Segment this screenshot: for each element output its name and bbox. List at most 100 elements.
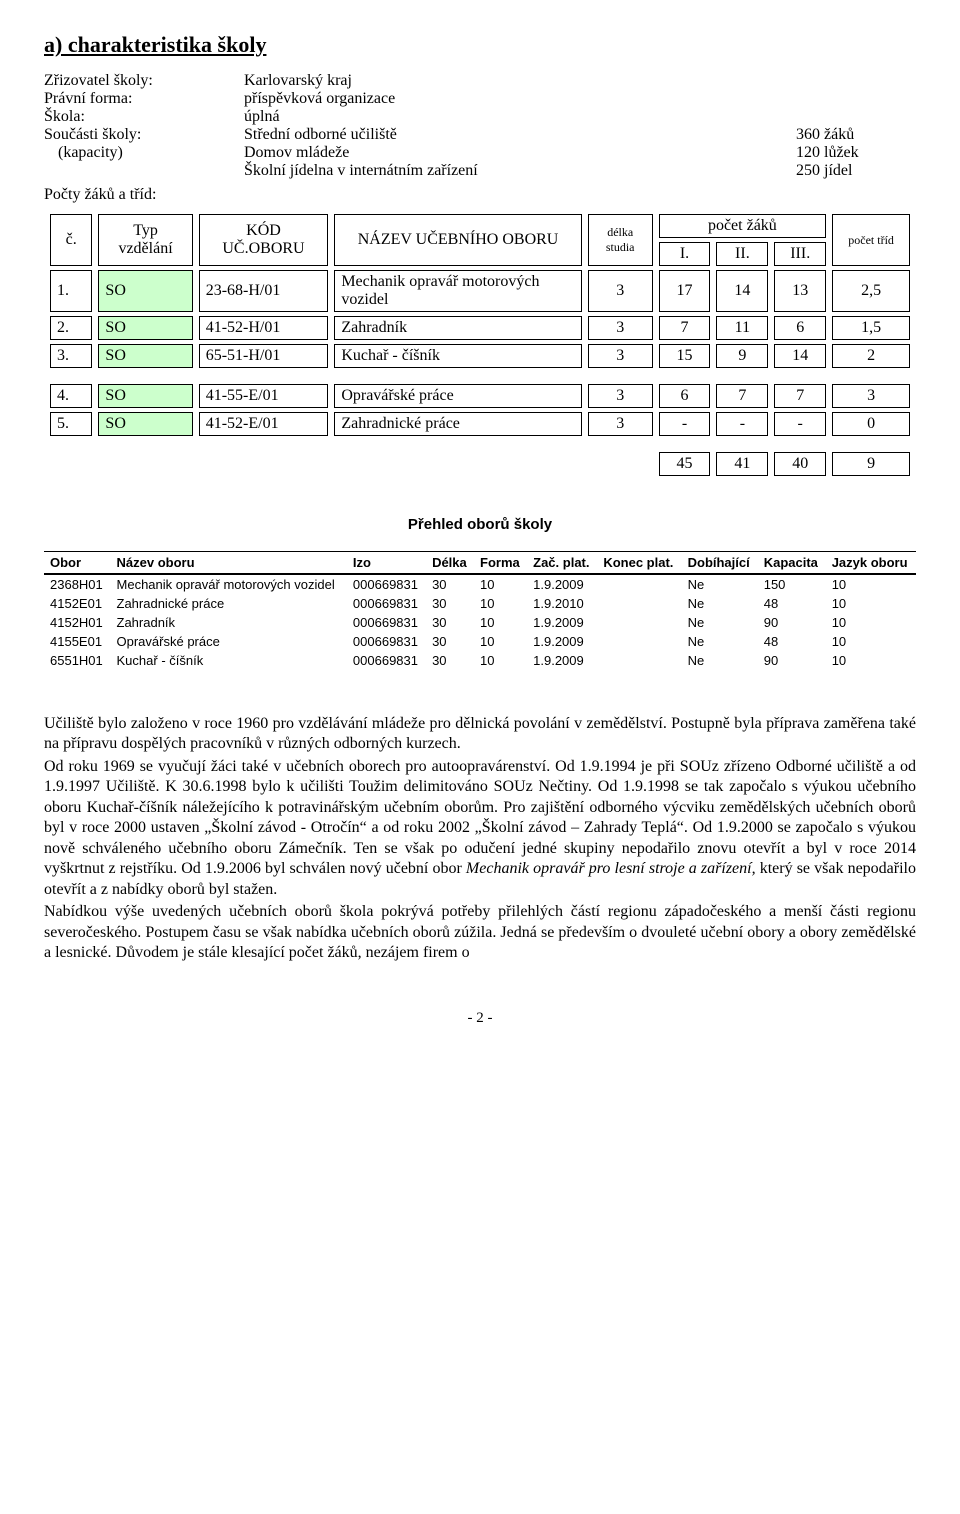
info-label: Právní forma: [44, 90, 244, 108]
ov-cell: Ne [682, 574, 758, 594]
ov-th: Konec plat. [597, 552, 681, 575]
td-kod: 23-68-H/01 [199, 270, 329, 312]
td-num: 2. [50, 316, 92, 340]
overview-head-row: OborNázev oboruIzoDélkaFormaZač. plat.Ko… [44, 552, 916, 575]
td-typ: SO [98, 316, 192, 340]
ov-cell: Zahradnické práce [111, 594, 347, 613]
blank-cell [334, 452, 581, 476]
td-c2: 14 [716, 270, 768, 312]
td-c2: 7 [716, 384, 768, 408]
td-kod: 41-52-H/01 [199, 316, 329, 340]
table-row: 5.SO41-52-E/01Zahradnické práce3---0 [50, 412, 910, 436]
ov-cell: 1.9.2009 [527, 632, 597, 651]
ov-cell: 30 [426, 613, 474, 632]
info-qty: 360 žáků [796, 126, 916, 144]
info-label: (kapacity) [44, 144, 244, 162]
ov-cell: Mechanik opravář motorových vozidel [111, 574, 347, 594]
td-dur: 3 [588, 384, 653, 408]
ov-cell: 90 [758, 651, 826, 670]
td-trid: 1,5 [832, 316, 910, 340]
table-row: 1.SO23-68-H/01Mechanik opravář motorovýc… [50, 270, 910, 312]
blank-cell [199, 452, 329, 476]
ov-cell: 4155E01 [44, 632, 111, 651]
ov-th: Obor [44, 552, 111, 575]
th-kod: KÓD UČ.OBORU [199, 214, 329, 266]
info-label: Součásti školy: [44, 126, 244, 144]
ov-cell: 10 [826, 594, 916, 613]
ov-row: 4152H01Zahradník00066983130101.9.2009Ne9… [44, 613, 916, 632]
td-trid: 0 [832, 412, 910, 436]
overview-heading: Přehled oborů školy [44, 516, 916, 533]
ov-cell: 10 [826, 632, 916, 651]
blank-cell [50, 452, 92, 476]
ov-cell: 000669831 [347, 651, 426, 670]
ov-cell: 4152E01 [44, 594, 111, 613]
total-c2: 41 [716, 452, 768, 476]
info-value: Domov mládeže [244, 144, 796, 162]
info-label: Škola: [44, 108, 244, 126]
info-row: Škola:úplná [44, 108, 916, 126]
td-kod: 65-51-H/01 [199, 344, 329, 368]
td-c2: 11 [716, 316, 768, 340]
total-c3: 40 [774, 452, 826, 476]
td-trid: 2 [832, 344, 910, 368]
ov-cell: 1.9.2010 [527, 594, 597, 613]
td-naz: Zahradnické práce [334, 412, 581, 436]
ov-cell: 30 [426, 632, 474, 651]
info-qty [796, 108, 916, 126]
ov-cell: 10 [474, 613, 527, 632]
th-cnt-2: II. [716, 242, 768, 266]
school-info-block: Zřizovatel školy:Karlovarský krajPrávní … [44, 72, 916, 180]
td-naz: Kuchař - číšník [334, 344, 581, 368]
ov-cell: 10 [474, 594, 527, 613]
ov-cell: Zahradník [111, 613, 347, 632]
ov-cell: 10 [826, 651, 916, 670]
ov-cell: 000669831 [347, 594, 426, 613]
td-c3: - [774, 412, 826, 436]
programs-table-body: 1.SO23-68-H/01Mechanik opravář motorovýc… [50, 270, 910, 476]
ov-cell: 48 [758, 594, 826, 613]
ov-th: Dobíhající [682, 552, 758, 575]
td-typ: SO [98, 384, 192, 408]
body-text: Učiliště bylo založeno v roce 1960 pro v… [44, 714, 916, 964]
ov-row: 4155E01Opravářské práce00066983130101.9.… [44, 632, 916, 651]
programs-table-head: č. Typ vzdělání KÓD UČ.OBORU NÁZEV UČEBN… [50, 214, 910, 266]
td-c2: - [716, 412, 768, 436]
th-cnt: počet žáků [659, 214, 827, 238]
th-cnt-3: III. [774, 242, 826, 266]
ov-cell [597, 632, 681, 651]
td-typ: SO [98, 270, 192, 312]
info-value: příspěvková organizace [244, 90, 796, 108]
info-qty: 250 jídel [796, 162, 916, 180]
info-value: Karlovarský kraj [244, 72, 796, 90]
td-dur: 3 [588, 316, 653, 340]
total-trid: 9 [832, 452, 910, 476]
body-paragraph: Od roku 1969 se vyučují žáci také v učeb… [44, 757, 916, 900]
ov-cell [597, 594, 681, 613]
ov-cell: 1.9.2009 [527, 574, 597, 594]
ov-row: 6551H01Kuchař - číšník00066983130101.9.2… [44, 651, 916, 670]
overview-body: 2368H01Mechanik opravář motorových vozid… [44, 574, 916, 670]
ov-th: Zač. plat. [527, 552, 597, 575]
th-dur: délka studia [588, 214, 653, 266]
td-c2: 9 [716, 344, 768, 368]
ov-cell: Ne [682, 594, 758, 613]
ov-th: Jazyk oboru [826, 552, 916, 575]
programs-table: č. Typ vzdělání KÓD UČ.OBORU NÁZEV UČEBN… [44, 210, 916, 480]
ov-cell: 1.9.2009 [527, 651, 597, 670]
ov-cell [597, 651, 681, 670]
ov-cell: 48 [758, 632, 826, 651]
ov-cell: 30 [426, 574, 474, 594]
blank-cell [98, 452, 192, 476]
td-c1: 15 [659, 344, 711, 368]
ov-cell: Ne [682, 613, 758, 632]
page-number: - 2 - [44, 1010, 916, 1027]
counts-label: Počty žáků a tříd: [44, 186, 916, 204]
info-row: (kapacity)Domov mládeže120 lůžek [44, 144, 916, 162]
th-cnt-1: I. [659, 242, 711, 266]
td-trid: 3 [832, 384, 910, 408]
th-naz: NÁZEV UČEBNÍHO OBORU [334, 214, 581, 266]
td-c1: - [659, 412, 711, 436]
ov-cell: 90 [758, 613, 826, 632]
body-paragraph: Nabídkou výše uvedených učebních oborů š… [44, 902, 916, 963]
